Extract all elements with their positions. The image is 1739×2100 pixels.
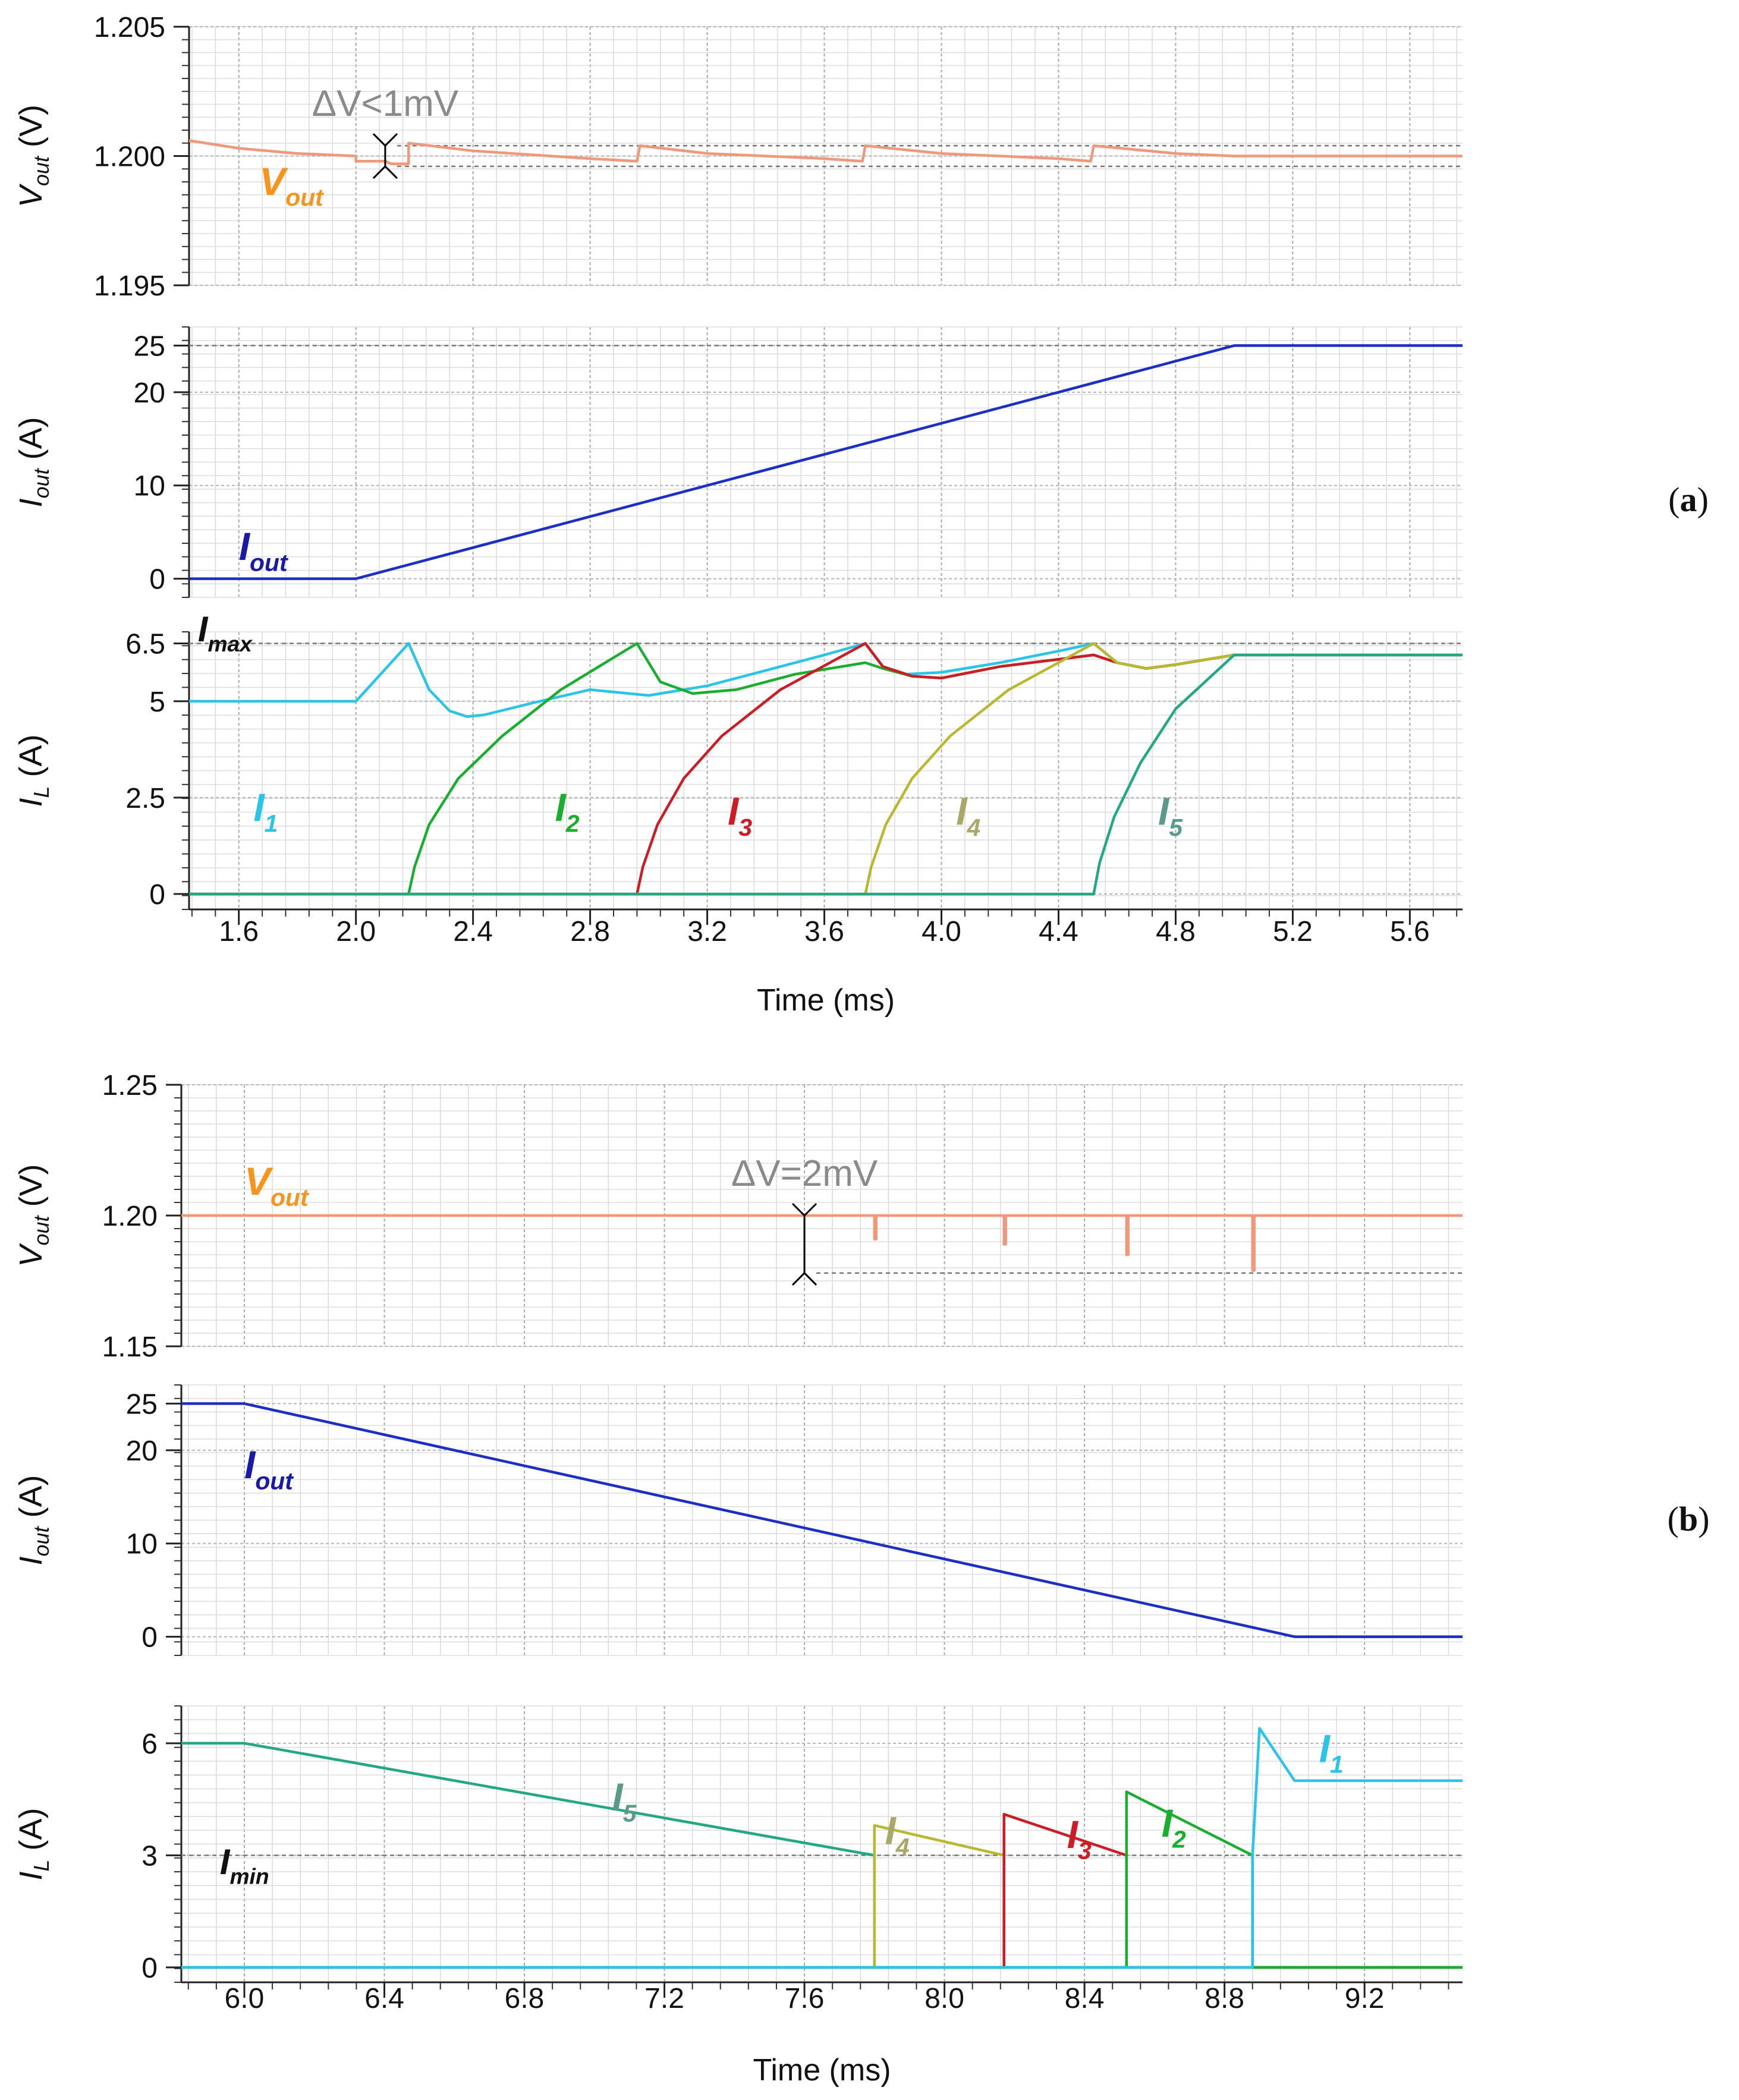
series-vout <box>188 139 1463 165</box>
x-tick-label: 4.8 <box>1156 916 1196 947</box>
delta-v-arrow-top <box>791 1202 817 1217</box>
series-label-i1: I1 <box>1319 1726 1344 1778</box>
y-tick-label: 20 <box>134 377 165 409</box>
ref-label: Imax <box>198 609 253 656</box>
series-label-vout: Vout <box>259 159 325 211</box>
x-tick-label: 8.8 <box>1205 1983 1244 2014</box>
y-tick-label: 1.195 <box>94 270 165 302</box>
y-tick-label: 1.20 <box>102 1201 158 1232</box>
delta-v-arrow-bottom <box>791 1271 817 1286</box>
figure-a: 1.195 1.200 1.205 Vout ΔV<1mV Vout (V) 0 10 20 25… <box>13 12 1709 1018</box>
subplot-a-1: 0 10 20 25 Iout Iout (A) <box>13 326 1463 598</box>
series-label-vout: Vout <box>244 1159 310 1211</box>
y-tick-label: 25 <box>126 1389 158 1420</box>
series-label-i5: I5 <box>1158 789 1183 840</box>
x-tick-label: 5.2 <box>1273 916 1313 947</box>
delta-v-label: ΔV=2mV <box>731 1153 878 1194</box>
series-i1 <box>181 1727 1463 1969</box>
series-label-i1: I1 <box>253 785 278 837</box>
y-tick-label: 2.5 <box>125 783 165 814</box>
y-tick-label: 10 <box>126 1529 158 1560</box>
series-vout <box>181 1214 1463 1272</box>
y-tick-label: 1.200 <box>94 141 165 173</box>
delta-v-arrow-top <box>372 133 398 147</box>
x-tick-label: 4.0 <box>922 916 961 947</box>
subplot-b-2: 0 3 6 I5 I4 I3 I2 I1 Imin IL (A) <box>13 1705 1463 1984</box>
subplot-a-2: 0 2.5 5 6.5 I1 I2 I3 I4 I5 Imax IL (A) <box>13 609 1463 911</box>
x-tick-label: 2.0 <box>336 916 376 947</box>
y-tick-label: 20 <box>126 1435 158 1467</box>
y-axis-title: Iout (A) <box>13 417 54 507</box>
y-axis-title: Iout (A) <box>13 1475 54 1565</box>
y-tick-label: 0 <box>141 1953 158 1984</box>
x-tick-label: 1.6 <box>219 916 259 947</box>
panel-label-a: (a) <box>1668 480 1709 519</box>
y-axis-title: Vout (V) <box>13 105 54 207</box>
x-tick-label: 7.6 <box>785 1983 825 2014</box>
x-tick-label: 6.8 <box>505 1983 545 2014</box>
y-tick-label: 5 <box>149 687 165 718</box>
y-tick-label: 1.25 <box>102 1070 158 1101</box>
x-tick-label: 5.6 <box>1390 916 1430 947</box>
panel-label-b: (b) <box>1668 1500 1710 1538</box>
series-label-i2: I2 <box>555 785 580 837</box>
subplot-b-1: 0 10 20 25 Iout Iout (A) <box>13 1384 1463 1656</box>
x-tick-label: 4.4 <box>1039 916 1078 947</box>
series-i2 <box>189 642 1463 896</box>
series-label-i4: I4 <box>885 1809 909 1860</box>
y-axis-title: IL (A) <box>13 1808 54 1880</box>
y-tick-label: 25 <box>134 330 165 362</box>
y-tick-label: 0 <box>149 564 165 596</box>
y-axis-title: IL (A) <box>13 734 54 807</box>
ref-label: Imin <box>220 1842 269 1889</box>
delta-v-label: ΔV<1mV <box>312 83 459 124</box>
y-tick-label: 6 <box>141 1729 158 1760</box>
y-tick-label: 0 <box>141 1622 158 1654</box>
series-label-i3: I3 <box>1067 1812 1092 1864</box>
x-tick-label: 8.0 <box>924 1983 964 2014</box>
subplot-a-0: 1.195 1.200 1.205 Vout ΔV<1mV Vout (V) <box>13 12 1463 302</box>
x-tick-label: 2.8 <box>570 916 610 947</box>
series-i5 <box>189 653 1463 896</box>
y-axis-title: Vout (V) <box>13 1164 54 1267</box>
y-tick-label: 6.5 <box>125 628 165 660</box>
subplot-b-0: 1.15 1.20 1.25 Vout ΔV=2mV Vout (V) <box>13 1070 1463 1363</box>
y-tick-label: 10 <box>134 471 165 502</box>
series-i3 <box>189 642 1463 896</box>
series-iout <box>181 1402 1463 1638</box>
series-label-iout: Iout <box>244 1443 294 1494</box>
series-label-iout: Iout <box>239 524 289 576</box>
x-tick-label: 6.0 <box>225 1983 265 2014</box>
figure-b: 1.15 1.20 1.25 Vout ΔV=2mV Vout (V) 0 10 20 25 Iou… <box>13 1070 1709 2088</box>
y-tick-label: 1.205 <box>94 12 165 43</box>
y-tick-label: 3 <box>141 1840 158 1872</box>
series-label-i5: I5 <box>612 1775 637 1827</box>
series-label-i3: I3 <box>728 789 752 840</box>
x-tick-label: 3.6 <box>804 916 844 947</box>
x-tick-label: 7.2 <box>644 1983 684 2014</box>
x-tick-label: 6.4 <box>364 1983 404 2014</box>
x-tick-label: 3.2 <box>687 916 727 947</box>
y-tick-label: 1.15 <box>102 1331 158 1363</box>
x-tick-label: 8.4 <box>1065 1983 1105 2014</box>
series-iout <box>189 344 1463 580</box>
x-axis-title: Time (ms) <box>753 2053 891 2088</box>
series-i4 <box>189 642 1463 896</box>
delta-v-arrow-bottom <box>372 165 398 179</box>
x-tick-label: 9.2 <box>1345 1983 1385 2014</box>
series-label-i4: I4 <box>956 789 980 840</box>
x-axis-title: Time (ms) <box>757 983 895 1018</box>
series-label-i2: I2 <box>1162 1801 1186 1853</box>
y-tick-label: 0 <box>149 879 165 911</box>
series-i3 <box>181 1812 1463 1969</box>
x-tick-label: 2.4 <box>453 916 493 947</box>
